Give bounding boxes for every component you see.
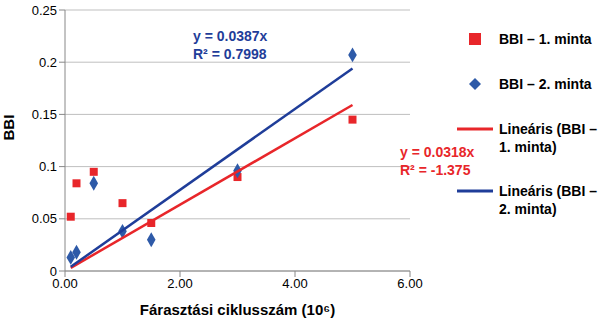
html-text:Lineáris (BBI – 1. minta): Lineáris (BBI – 1. minta) [499,121,597,155]
html-text:R² = -1.375: R² = -1.375 [400,162,471,178]
svg-text:0.2: 0.2 [39,55,57,70]
svg-text:0.00: 0.00 [52,276,78,292]
svg-text:BBI: BBI [8,115,17,141]
svg-text:0.1: 0.1 [39,159,57,174]
svg-text:4.00: 4.00 [282,276,307,291]
html-text:y = 0.0387x: y = 0.0387x [193,28,268,44]
html-text:Lineáris (BBI – 2. minta): Lineáris (BBI – 2. minta) [499,183,597,217]
svg-text:0: 0 [50,264,57,279]
svg-text:Fárasztási ciklusszám (10⁶): Fárasztási ciklusszám (10⁶) [140,301,335,318]
svg-text:6.00: 6.00 [397,276,422,291]
svg-text:0.15: 0.15 [32,107,57,122]
svg-text:0.05: 0.05 [32,211,57,226]
html-text:BBI – 2. minta: BBI – 2. minta [499,76,592,92]
html-text:R² = 0.7998: R² = 0.7998 [193,46,267,62]
svg-text:0.25: 0.25 [32,3,57,18]
html-text:y = 0.0318x: y = 0.0318x [400,144,475,160]
svg-text:2.00: 2.00 [167,276,192,291]
html-text:BBI – 1. minta: BBI – 1. minta [499,31,592,47]
